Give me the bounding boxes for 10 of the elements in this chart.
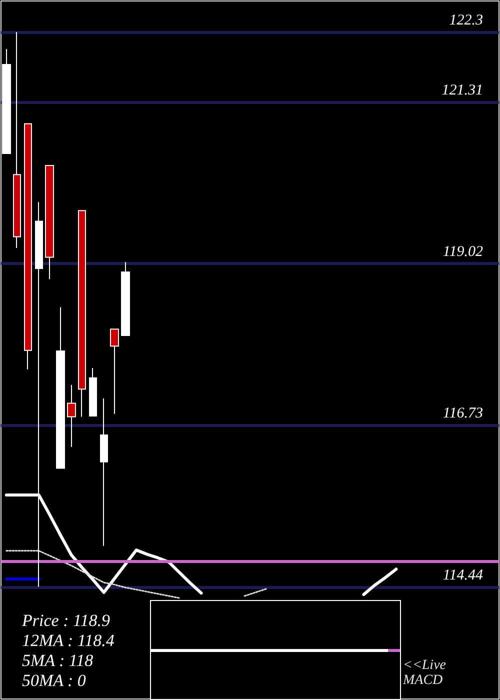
y-tick-label: 121.31 xyxy=(442,82,483,98)
annotation: <<Live MACD xyxy=(403,658,447,688)
annotation: Price : 118.9 xyxy=(22,611,110,630)
annotation: 12MA : 118.4 xyxy=(22,631,114,650)
annotation: 5MA : 118 xyxy=(22,651,94,670)
y-tick-label: 114.44 xyxy=(442,567,484,584)
y-tick-label: 119.02 xyxy=(442,244,484,260)
y-tick-label: 122.3 xyxy=(449,12,483,29)
y-tick-label: 116.73 xyxy=(442,406,483,422)
annotation: 50MA : 0 xyxy=(22,671,86,690)
